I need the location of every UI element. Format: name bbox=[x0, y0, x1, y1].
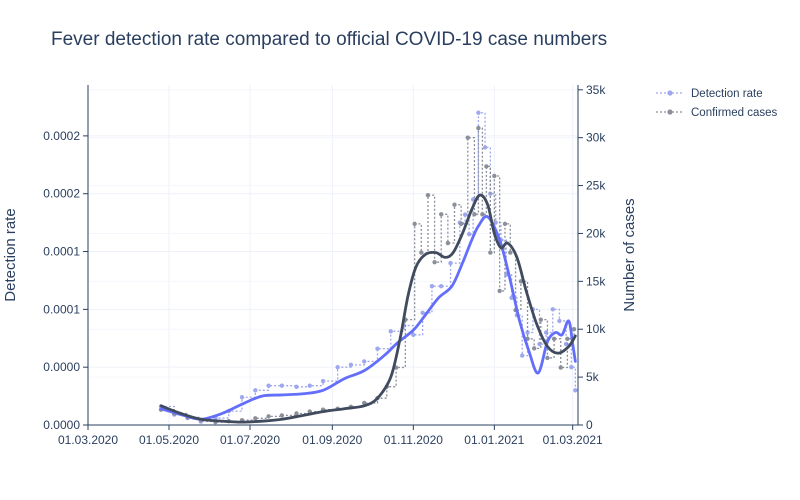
data-point bbox=[253, 388, 258, 393]
y-left-axis-title: Detection rate bbox=[2, 208, 19, 301]
data-point bbox=[571, 327, 577, 332]
data-point bbox=[320, 378, 326, 384]
data-point bbox=[465, 135, 470, 140]
data-point bbox=[525, 330, 530, 335]
y-right-tick-label: 35k bbox=[586, 83, 606, 97]
series-confirmed-cases-smoothed bbox=[159, 193, 577, 424]
data-point bbox=[462, 212, 468, 217]
data-point bbox=[508, 250, 513, 255]
data-point bbox=[432, 259, 437, 265]
data-point bbox=[492, 173, 497, 179]
y-left-tick-label: 0.0000 bbox=[43, 360, 80, 374]
data-point bbox=[420, 310, 425, 316]
data-point bbox=[520, 353, 525, 358]
y-left-tick-label: 0.0002 bbox=[43, 129, 80, 143]
y-right-axis-title: Number of cases bbox=[621, 198, 638, 311]
data-point bbox=[458, 221, 464, 227]
x-tick-label: 01.01.2021 bbox=[464, 433, 524, 447]
data-point bbox=[439, 284, 444, 289]
data-point bbox=[362, 359, 367, 364]
data-point bbox=[429, 284, 435, 289]
data-point bbox=[538, 317, 544, 322]
y-right-tick-label: 5k bbox=[586, 370, 600, 384]
x-tick-label: 01.05.2020 bbox=[139, 433, 199, 447]
data-point bbox=[569, 364, 574, 370]
y-right-tick-label: 30k bbox=[586, 131, 606, 145]
x-tick-label: 01.03.2020 bbox=[58, 433, 118, 447]
series-confirmed-cases-smoothed-line bbox=[159, 193, 577, 424]
data-point bbox=[557, 318, 562, 324]
data-point bbox=[335, 364, 340, 370]
data-point bbox=[439, 212, 444, 217]
data-point bbox=[279, 383, 285, 388]
y-left-tick-label: 0.0002 bbox=[43, 187, 80, 201]
y-right-tick-label: 25k bbox=[586, 179, 606, 193]
data-point bbox=[466, 231, 472, 237]
x-tick-label: 01.11.2020 bbox=[384, 433, 443, 447]
y-left-tick-label: 0.0001 bbox=[43, 302, 80, 316]
y-left-tick-label: 0.0000 bbox=[43, 418, 80, 432]
data-point bbox=[452, 202, 457, 207]
y-right-tick-label: 10k bbox=[586, 322, 606, 336]
x-tick-label: 01.09.2020 bbox=[302, 433, 362, 447]
data-point bbox=[279, 413, 285, 418]
chart-title: Fever detection rate compared to officia… bbox=[51, 29, 607, 50]
data-point bbox=[294, 411, 299, 416]
data-point bbox=[480, 212, 485, 217]
data-point bbox=[239, 395, 245, 400]
legend-label-confirmed-cases: Confirmed cases bbox=[691, 107, 778, 119]
x-tick-label: 01.07.2020 bbox=[220, 433, 280, 447]
legend-marker-detection-rate bbox=[667, 90, 673, 96]
y-right-tick-label: 15k bbox=[586, 274, 606, 288]
data-point bbox=[411, 332, 416, 337]
data-point bbox=[307, 383, 312, 388]
data-point bbox=[476, 110, 481, 115]
data-point bbox=[412, 221, 417, 227]
data-point bbox=[266, 383, 271, 388]
data-point bbox=[502, 221, 508, 227]
data-point bbox=[558, 365, 563, 370]
data-point bbox=[266, 414, 271, 419]
data-point bbox=[476, 125, 481, 131]
data-point bbox=[388, 329, 393, 334]
data-point bbox=[348, 362, 354, 368]
data-point bbox=[531, 346, 537, 351]
data-point bbox=[375, 346, 380, 351]
data-point bbox=[551, 336, 557, 342]
data-point bbox=[488, 250, 493, 255]
data-point bbox=[445, 240, 451, 246]
data-point bbox=[545, 355, 550, 361]
legend-marker-confirmed-cases bbox=[667, 109, 673, 115]
data-point bbox=[294, 384, 299, 390]
data-point bbox=[253, 416, 258, 421]
data-point bbox=[419, 250, 424, 255]
legend-item-detection-rate[interactable]: Detection rate bbox=[656, 88, 763, 100]
data-point bbox=[497, 288, 502, 294]
series-layer bbox=[158, 110, 578, 425]
data-point bbox=[573, 388, 578, 393]
data-point bbox=[484, 164, 489, 169]
data-point bbox=[565, 336, 570, 342]
legend[interactable]: Detection rate Confirmed cases bbox=[656, 88, 778, 119]
y-right-tick-label: 20k bbox=[586, 226, 606, 240]
series-detection-rate-line bbox=[161, 112, 576, 423]
legend-label-detection-rate: Detection rate bbox=[691, 88, 763, 100]
x-tick-label: 01.03.2021 bbox=[543, 433, 603, 447]
data-point bbox=[482, 145, 488, 150]
axes: 01.03.2020 01.05.2020 01.07.2020 01.09.2020… bbox=[43, 83, 606, 447]
y-left-tick-label: 0.0001 bbox=[43, 245, 80, 259]
data-point bbox=[425, 192, 431, 198]
plot-area bbox=[88, 85, 578, 425]
data-point bbox=[472, 212, 477, 217]
legend-item-confirmed-cases[interactable]: Confirmed cases bbox=[656, 107, 778, 119]
data-point bbox=[550, 307, 555, 312]
data-point bbox=[448, 260, 453, 266]
y-right-tick-label: 0 bbox=[586, 418, 593, 432]
